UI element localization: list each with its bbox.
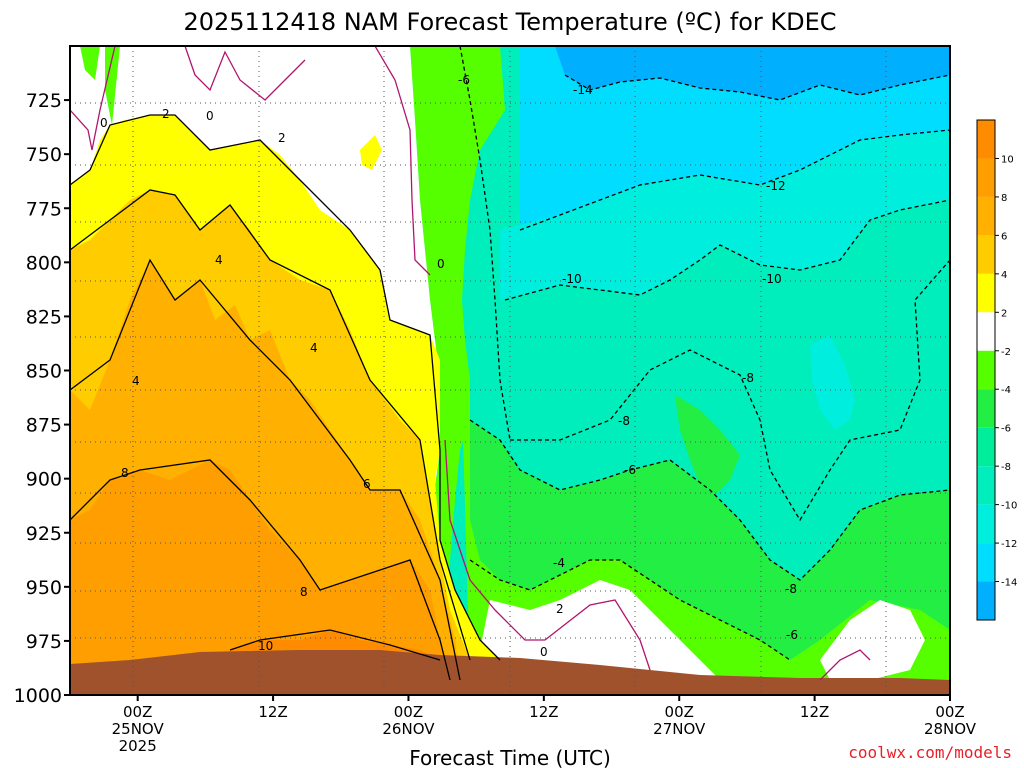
contour-label: -6 — [624, 463, 636, 477]
x-tick-label: 12Z — [529, 703, 558, 721]
colorbar-swatch — [977, 582, 995, 620]
contour-label: -6 — [458, 73, 470, 87]
colorbar-label: -10 — [1001, 501, 1017, 512]
contour-label: 4 — [310, 341, 318, 355]
contour-label: 0 — [437, 257, 445, 271]
x-tick-label: 12Z — [800, 703, 829, 721]
y-tick-label: 775 — [26, 198, 62, 220]
y-tick-label: 1000 — [14, 685, 62, 707]
colorbar-swatch — [977, 428, 995, 466]
contour-label: 2 — [162, 107, 170, 121]
colorbar-swatch — [977, 120, 995, 158]
x-tick-label: 26NOV — [382, 720, 435, 738]
colorbar-label: 4 — [1001, 270, 1007, 281]
y-tick-label: 725 — [26, 90, 62, 112]
colorbar-label: -12 — [1001, 539, 1017, 550]
contour-label: 10 — [258, 639, 273, 653]
contour-label: 0 — [100, 116, 108, 130]
contour-label: 4 — [215, 253, 223, 267]
contour-label: 2 — [278, 131, 286, 145]
colorbar-label: -6 — [1001, 424, 1011, 435]
x-tick-label: 00Z — [394, 703, 423, 721]
colorbar-swatch — [977, 274, 995, 312]
y-tick-label: 850 — [26, 361, 62, 383]
colorbar: 10 8 6 4 2 -2 -4 -6 -8 -10 -12 -14 — [977, 120, 1017, 620]
contour-label: -4 — [553, 556, 565, 570]
colorbar-swatch — [977, 312, 995, 350]
colorbar-swatch — [977, 543, 995, 581]
colorbar-swatch — [977, 466, 995, 504]
x-tick-label: 00Z — [665, 703, 694, 721]
colorbar-label: -14 — [1001, 578, 1017, 589]
colorbar-swatch — [977, 158, 995, 196]
watermark: coolwx.com/models — [848, 743, 1012, 762]
contour-label: -10 — [562, 272, 582, 286]
colorbar-label: 6 — [1001, 231, 1007, 242]
contour-label: 0 — [206, 109, 214, 123]
y-tick-label: 750 — [26, 144, 62, 166]
contour-label: -12 — [766, 179, 786, 193]
colorbar-label: -8 — [1001, 462, 1011, 473]
colorbar-swatch — [977, 235, 995, 273]
x-tick-label: 25NOV — [112, 720, 165, 738]
y-tick-label: 875 — [26, 415, 62, 437]
contour-label: -10 — [762, 272, 782, 286]
y-tick-label: 825 — [26, 306, 62, 328]
chart-title: 2025112418 NAM Forecast Temperature (ºC)… — [183, 8, 836, 36]
x-tick-label: 28NOV — [924, 720, 977, 738]
x-tick-label: 27NOV — [653, 720, 706, 738]
contour-label: -14 — [573, 83, 593, 97]
y-tick-label: 925 — [26, 523, 62, 545]
colorbar-swatch — [977, 197, 995, 235]
colorbar-swatch — [977, 505, 995, 543]
colorbar-label: 2 — [1001, 308, 1007, 319]
x-tick-label: 00Z — [123, 703, 152, 721]
y-tick-label: 900 — [26, 469, 62, 491]
colorbar-label: -4 — [1001, 385, 1011, 396]
colorbar-label: 8 — [1001, 193, 1007, 204]
x-tick-label: 2025 — [119, 737, 157, 755]
x-tick-label: 00Z — [935, 703, 964, 721]
contour-label: 0 — [540, 645, 548, 659]
contour-label: -8 — [742, 371, 754, 385]
x-tick-label: 12Z — [258, 703, 287, 721]
y-tick-label: 950 — [26, 577, 62, 599]
colorbar-swatch — [977, 351, 995, 389]
x-axis-label: Forecast Time (UTC) — [409, 746, 611, 768]
contour-label: -6 — [786, 628, 798, 642]
colorbar-label: 10 — [1001, 154, 1014, 165]
y-tick-label: 800 — [26, 252, 62, 274]
colorbar-label: -2 — [1001, 347, 1011, 358]
y-tick-label: 975 — [26, 631, 62, 653]
y-axis: 725 750 775 800 825 850 875 900 925 950 975 1000 — [14, 90, 70, 707]
colorbar-swatch — [977, 389, 995, 427]
contour-label: 8 — [121, 466, 129, 480]
contour-label: 6 — [363, 477, 371, 491]
contour-label: 8 — [300, 585, 308, 599]
temperature-forecast-chart: 0 2 0 2 4 4 4 8 6 8 10 0 -6 -14 -12 -10 … — [0, 0, 1024, 768]
contour-label: -8 — [785, 582, 797, 596]
contour-label: 4 — [132, 374, 140, 388]
contour-label: 2 — [556, 602, 564, 616]
contour-label: -8 — [618, 414, 630, 428]
